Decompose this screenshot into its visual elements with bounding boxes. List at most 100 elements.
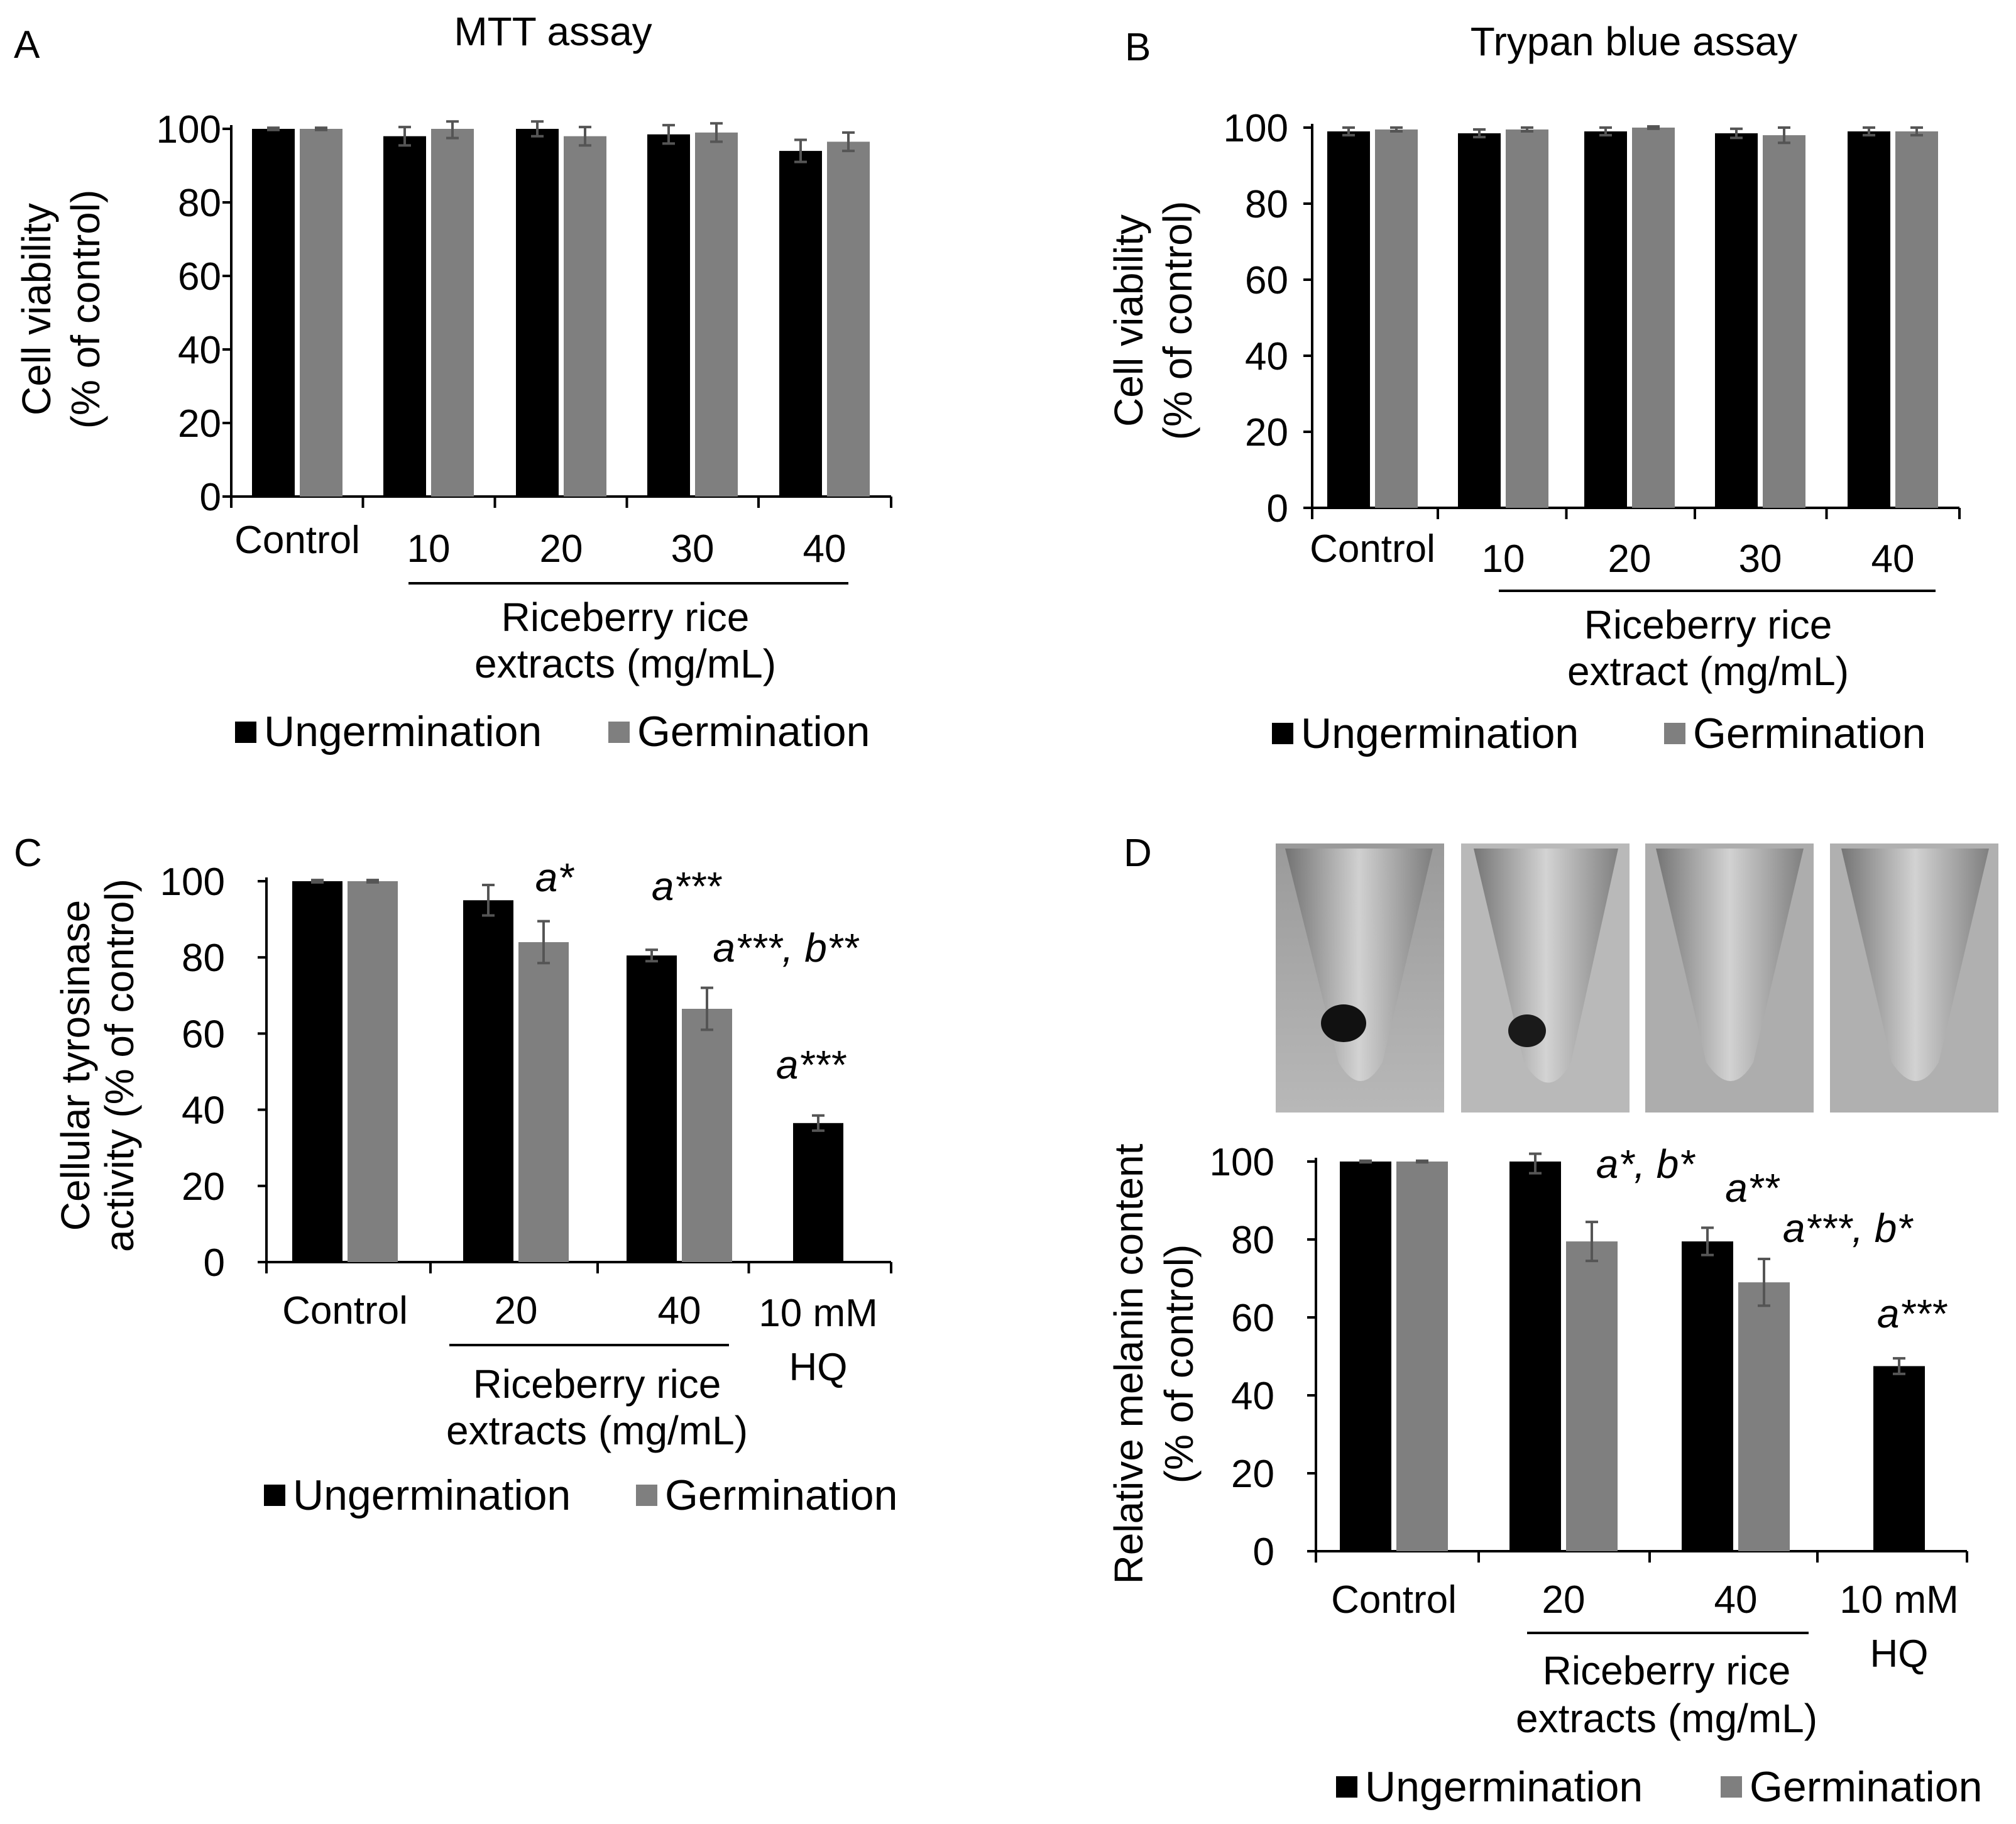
panel-c-legend-ungermination: Ungermination (293, 1471, 571, 1519)
panel-b-bar-ungermination-2 (1584, 131, 1627, 508)
panel-d-bar-ungermination-0 (1340, 1162, 1391, 1551)
panel-a-xcat-label: 40 (803, 527, 846, 571)
panel-a-ytick-label: 0 (200, 476, 221, 519)
panel-d-legend-swatch-ungermination (1336, 1776, 1357, 1798)
panel-a-bar-germination-2 (564, 136, 606, 497)
panel-a-bar-ungermination-1 (383, 136, 426, 497)
panel-d-bar-germination-0 (1396, 1162, 1448, 1551)
panel-d-legend-swatch-germination (1721, 1776, 1742, 1798)
panel-b-xcat-label: Control (1310, 527, 1435, 571)
panel-a-bar-germination-1 (431, 129, 474, 497)
panel-a-bar-germination-3 (695, 132, 738, 497)
panel-c-annotation: a***, b** (713, 925, 859, 970)
panel-b-ytick-label: 0 (1267, 487, 1288, 530)
panel-b-xcat-label: 30 (1739, 537, 1782, 581)
panel-c-bar-ungermination-3 (793, 1123, 843, 1262)
panel-c-bar-germination-2 (682, 1009, 732, 1262)
panel-b-bar-germination-0 (1375, 129, 1418, 508)
panel-c-bar-ungermination-1 (463, 900, 513, 1262)
panel-d-label: D (1124, 832, 1152, 875)
panel-d-xcat-label: Control (1331, 1578, 1457, 1622)
panel-c-legend-swatch-ungermination (264, 1485, 285, 1506)
panel-b-legend: Ungermination Germination (1272, 710, 1926, 757)
panel-b-plot: 0 20 40 60 80 100 Control 10 20 30 40 (1224, 107, 1961, 581)
panel-b-bar-germination-3 (1763, 135, 1805, 508)
panel-d-annotation: a** (1725, 1165, 1780, 1211)
tube-photo-4 (1830, 843, 1998, 1113)
panel-b-bar-germination-1 (1506, 129, 1548, 508)
panel-d-annotation: a*** (1877, 1291, 1948, 1336)
panel-d-bar-ungermination-2 (1682, 1241, 1733, 1551)
panel-c-annotation: a*** (652, 864, 722, 909)
panel-b-ylabel-line2: (% of control) (1155, 201, 1200, 441)
tube-photo-2 (1461, 843, 1630, 1113)
panel-d-ytick-label: 40 (1231, 1375, 1274, 1418)
panel-b-ylabel-line1: Cell viability (1106, 214, 1151, 427)
panel-d-ylabel-line2: (% of control) (1156, 1244, 1202, 1484)
panel-c-bar-ungermination-0 (292, 881, 342, 1262)
panel-a-ylabel-line1: Cell viability (14, 203, 59, 415)
tube-photo-1 (1276, 843, 1444, 1113)
panel-b-xcat-label: 20 (1608, 537, 1652, 581)
panel-b-group-label-line1: Riceberry rice (1584, 602, 1832, 647)
panel-d-bar-germination-1 (1566, 1241, 1618, 1551)
panel-c-xcat-label: 40 (658, 1289, 701, 1332)
panel-c-group-label-line2: extracts (mg/mL) (446, 1408, 748, 1453)
panel-a-ytick-label: 80 (178, 182, 221, 225)
panel-d-xcat-label: 40 (1714, 1578, 1758, 1622)
panel-a-ytick-label: 20 (178, 402, 221, 446)
panel-a-legend: Ungermination Germination (235, 708, 870, 755)
panel-c-ylabel-line1: Cellular tyrosinase (53, 900, 98, 1231)
panel-a-bar-ungermination-4 (779, 151, 822, 497)
panel-c-bar-germination-0 (348, 881, 398, 1262)
panel-c-ytick-label: 100 (160, 860, 225, 904)
panel-c-annotation: a*** (776, 1042, 846, 1087)
panel-c: C Cellular tyrosinase activity (% of con… (14, 832, 897, 1519)
panel-c-legend-germination: Germination (665, 1471, 897, 1519)
panel-a-xcat-label: 10 (407, 527, 451, 571)
panel-a-xcat-label: 20 (540, 527, 583, 571)
panel-d-hq-label-line2: HQ (1870, 1632, 1929, 1676)
panel-c-ytick-label: 0 (204, 1241, 225, 1285)
panel-c-xcat-label: Control (282, 1289, 408, 1332)
panel-a-legend-swatch-ungermination (235, 722, 256, 743)
panel-b-group-label-line2: extract (mg/mL) (1567, 649, 1849, 694)
panel-d-bar-ungermination-3 (1873, 1366, 1925, 1551)
panel-c-ytick-label: 60 (182, 1013, 225, 1056)
panel-b-xcat-label: 40 (1871, 537, 1915, 581)
panel-a-plot: 0 20 40 60 80 100 Control 10 20 30 40 (156, 108, 892, 571)
panel-a-legend-ungermination: Ungermination (264, 708, 542, 755)
tube-photo-3 (1645, 843, 1814, 1113)
panel-d-ytick-label: 20 (1231, 1453, 1274, 1496)
panel-d-legend-ungermination: Ungermination (1365, 1763, 1643, 1811)
panel-b-ytick-label: 80 (1245, 183, 1288, 226)
panel-a-bar-germination-4 (827, 141, 870, 497)
panel-d-annotation: a***, b* (1783, 1206, 1914, 1251)
panel-c-bar-germination-1 (518, 942, 569, 1262)
panel-b-bar-ungermination-3 (1715, 133, 1758, 508)
panel-b-ytick-label: 20 (1245, 411, 1288, 454)
panel-c-ylabel-line2: activity (% of control) (97, 879, 142, 1252)
panel-b-bar-ungermination-4 (1848, 131, 1890, 508)
panel-a-title: MTT assay (454, 9, 652, 54)
panel-c-plot: 0 20 40 60 80 100 Control 20 40 a* a*** a***, b** a*… (160, 855, 892, 1332)
panel-a-ylabel-line2: (% of control) (63, 190, 108, 429)
panel-b-label: B (1125, 26, 1151, 69)
panel-a-group-label-line2: extracts (mg/mL) (474, 641, 776, 686)
panel-a-ytick-label: 40 (178, 329, 221, 372)
panel-c-ytick-label: 80 (182, 937, 225, 980)
panel-b-bar-ungermination-0 (1327, 131, 1370, 508)
panel-a: A MTT assay Cell viability (% of control… (14, 9, 892, 755)
panel-d-bar-germination-2 (1738, 1282, 1790, 1551)
panel-d-xcat-label: 20 (1542, 1578, 1586, 1622)
panel-a-xcat-label: 30 (671, 527, 715, 571)
panel-a-ytick-label: 100 (156, 108, 221, 151)
panel-d-legend-germination: Germination (1750, 1763, 1982, 1811)
panel-c-annotation: a* (535, 855, 575, 900)
panel-b-bar-ungermination-1 (1458, 133, 1501, 508)
panel-b-bar-germination-4 (1895, 131, 1938, 508)
panel-d-hq-label-line1: 10 mM (1839, 1578, 1958, 1622)
panel-d: D (1106, 832, 1998, 1811)
panel-c-group-label-line1: Riceberry rice (473, 1361, 721, 1407)
panel-c-hq-label-line1: 10 mM (759, 1292, 877, 1335)
